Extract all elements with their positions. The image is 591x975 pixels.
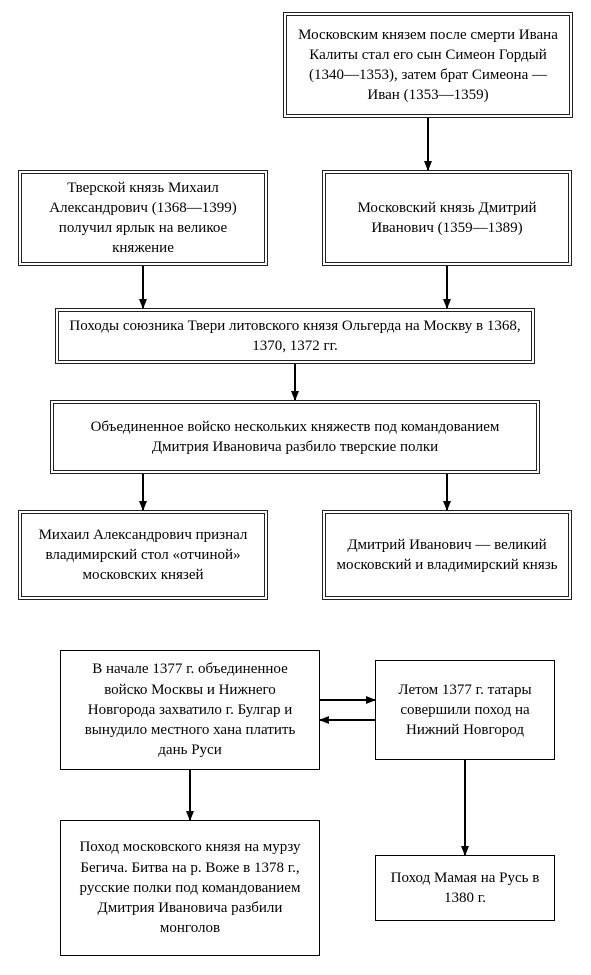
node-n10: Поход московского князя на мурзу Бегича.… bbox=[60, 820, 320, 956]
node-n4: Походы союзника Твери литовского князя О… bbox=[55, 308, 535, 364]
node-n8: В начале 1377 г. объединенное войско Мос… bbox=[60, 650, 320, 770]
node-n3: Московский князь Дмитрий Иванович (1359—… bbox=[322, 170, 572, 266]
node-n5: Объединенное войско нескольких княжеств … bbox=[50, 400, 540, 474]
node-n7: Дмитрий Иванович — великий московский и … bbox=[322, 510, 572, 600]
node-n9: Летом 1377 г. татары совершили поход на … bbox=[375, 660, 555, 760]
flowchart-canvas: Московским князем после смерти Ивана Кал… bbox=[0, 0, 591, 975]
node-n2: Тверской князь Михаил Александрович (136… bbox=[18, 170, 268, 266]
node-n1: Московским князем после смерти Ивана Кал… bbox=[283, 12, 573, 118]
node-n6: Михаил Александрович признал владимирски… bbox=[18, 510, 268, 600]
node-n11: Поход Мамая на Русь в 1380 г. bbox=[375, 855, 555, 921]
